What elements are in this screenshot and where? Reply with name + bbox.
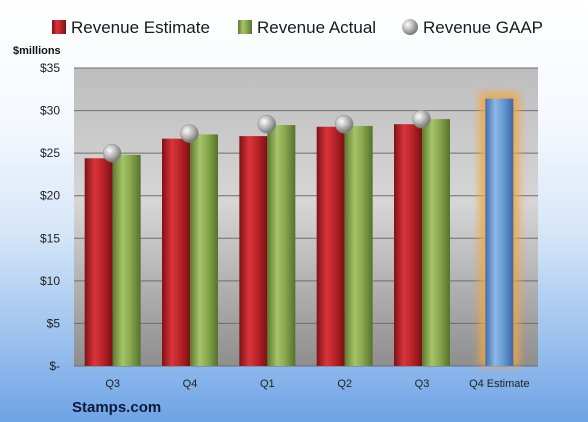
- bar-revenue-actual: [344, 125, 373, 366]
- gridlines: [74, 67, 538, 367]
- gaap-markers: [102, 109, 431, 163]
- unit-label: $millions: [13, 45, 61, 57]
- bar-revenue-estimate: [316, 126, 345, 367]
- legend: Revenue Estimate Revenue Actual Revenue …: [52, 18, 543, 37]
- y-tick-label: $35: [40, 61, 60, 75]
- x-axis: Q3 Q4 Q1 Q2 Q3 Q4 Estimate: [105, 378, 529, 390]
- bar-q4-estimate: [485, 98, 514, 366]
- legend-swatch-revenue-estimate: [52, 20, 66, 34]
- brand-watermark: Stamps.com: [72, 399, 161, 416]
- bar-revenue-estimate: [394, 124, 422, 367]
- y-tick-label: $-: [49, 359, 60, 373]
- bar-revenue-estimate: [239, 136, 268, 366]
- legend-swatch-revenue-actual: [238, 20, 252, 34]
- x-tick-label: Q3: [415, 378, 430, 390]
- bar-revenue-estimate: [84, 158, 113, 366]
- marker-revenue-gaap: [412, 109, 431, 129]
- x-tick-label: Q2: [337, 378, 352, 390]
- marker-revenue-gaap: [257, 114, 277, 134]
- plot-area: [74, 68, 538, 366]
- marker-revenue-gaap: [334, 114, 354, 134]
- x-tick-label: Q4 Estimate: [469, 378, 530, 390]
- bar-revenue-actual: [422, 119, 450, 366]
- marker-revenue-gaap: [102, 143, 122, 163]
- legend-label-revenue-estimate: Revenue Estimate: [71, 18, 210, 37]
- x-tick-label: Q3: [105, 378, 120, 390]
- y-tick-label: $5: [47, 316, 61, 330]
- y-tick-label: $10: [40, 274, 60, 288]
- y-tick-label: $20: [40, 189, 60, 203]
- y-tick-label: $15: [40, 231, 60, 245]
- x-tick-label: Q1: [260, 378, 275, 390]
- y-tick-label: $25: [40, 146, 60, 160]
- bar-revenue-actual: [190, 134, 218, 366]
- y-axis: $- $5 $10 $15 $20 $25 $30 $35: [40, 61, 60, 373]
- bar-revenue-estimate: [162, 138, 190, 366]
- bars: [84, 92, 520, 367]
- marker-revenue-gaap: [180, 124, 199, 143]
- bar-revenue-actual: [267, 125, 296, 366]
- legend-swatch-revenue-gaap: [402, 19, 418, 35]
- y-tick-label: $30: [40, 104, 60, 118]
- bar-revenue-actual: [112, 154, 141, 366]
- legend-label-revenue-gaap: Revenue GAAP: [423, 18, 543, 37]
- legend-label-revenue-actual: Revenue Actual: [257, 18, 376, 37]
- x-tick-label: Q4: [183, 378, 198, 390]
